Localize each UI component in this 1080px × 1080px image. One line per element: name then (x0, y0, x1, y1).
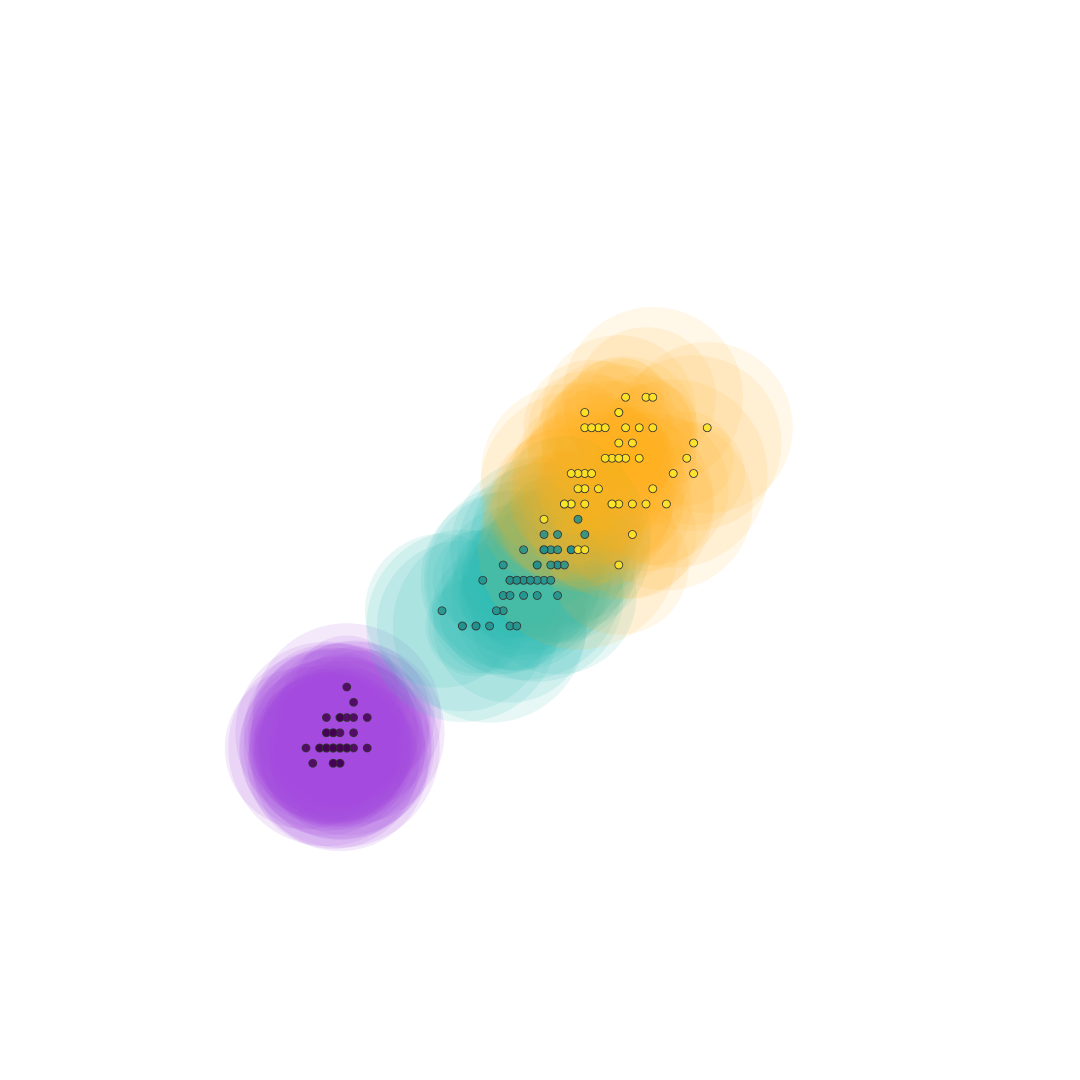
series-1-point-36 (553, 545, 562, 555)
series-2-point-7 (662, 499, 671, 509)
series-2-point-11 (594, 484, 603, 494)
series-2-point-32 (614, 438, 624, 448)
series-1-point-48 (437, 606, 447, 616)
series-2-point-6 (539, 514, 549, 524)
series-1-point-14 (478, 575, 488, 585)
series-2-point-29 (628, 530, 637, 539)
series-1-point-40 (532, 591, 542, 600)
series-2-point-14 (580, 408, 590, 417)
series-2-point-34 (614, 560, 624, 570)
series-0-point-23 (349, 697, 359, 707)
series-1-point-6 (553, 530, 562, 539)
series-1-point-27 (573, 514, 583, 524)
series-1-point-34 (539, 545, 549, 555)
series-2-point-35 (648, 423, 658, 433)
series-0-point-18 (349, 728, 359, 738)
series-0-point-22 (301, 743, 311, 753)
series-2-point-4 (628, 438, 637, 448)
series-1-point-30 (491, 606, 501, 616)
series-0-point-44 (362, 713, 372, 722)
point-layer (301, 392, 712, 768)
series-1-point-26 (560, 560, 569, 570)
series-1-point-9 (498, 560, 508, 570)
series-1-point-17 (512, 621, 522, 631)
series-1-point-23 (553, 591, 562, 600)
series-2-point-9 (648, 392, 658, 402)
series-1-point-42 (505, 591, 515, 600)
series-2-point-28 (614, 453, 624, 463)
series-2-point-49 (580, 499, 590, 509)
series-2-point-30 (648, 484, 658, 494)
series-2-point-38 (560, 499, 569, 509)
series-1-point-43 (457, 621, 467, 631)
series-2-point-21 (566, 469, 576, 478)
series-2-point-46 (573, 484, 583, 494)
series-1-point-35 (539, 530, 549, 539)
series-2-point-47 (587, 469, 596, 478)
series-1-point-31 (485, 621, 495, 631)
series-1-point-45 (519, 591, 528, 600)
series-2-point-17 (689, 438, 698, 448)
series-2-point-25 (641, 499, 651, 509)
series-0-point-43 (342, 682, 352, 692)
series-2-point-20 (621, 423, 630, 433)
series-1-point-8 (546, 575, 556, 585)
series-0-point-16 (321, 713, 331, 722)
series-2-point-5 (682, 453, 692, 463)
series-2-point-39 (600, 453, 610, 463)
series-0-point-24 (362, 743, 372, 753)
series-1-point-47 (526, 575, 535, 585)
series-2-point-8 (628, 499, 637, 509)
series-1-point-25 (532, 560, 542, 570)
series-1-point-33 (580, 530, 590, 539)
series-2-point-45 (587, 423, 596, 433)
series-2-point-33 (580, 545, 590, 555)
series-0-point-49 (328, 743, 338, 753)
series-1-point-11 (519, 545, 528, 555)
series-1-point-49 (512, 575, 522, 585)
series-0-point-45 (328, 728, 338, 738)
series-2-point-48 (600, 423, 610, 433)
series-0-point-31 (335, 713, 345, 722)
series-2-point-22 (689, 469, 698, 478)
series-2-point-31 (668, 469, 678, 478)
series-0-point-13 (308, 758, 318, 768)
series-2-point-40 (614, 408, 624, 417)
series-2-point-18 (702, 423, 712, 433)
series-2-point-44 (621, 392, 630, 402)
series-0-point-37 (328, 758, 338, 768)
series-2-point-37 (607, 499, 617, 509)
series-1-point-29 (471, 621, 481, 631)
series-1-point-41 (546, 560, 556, 570)
series-2-point-43 (634, 423, 644, 433)
series-2-point-2 (634, 453, 644, 463)
